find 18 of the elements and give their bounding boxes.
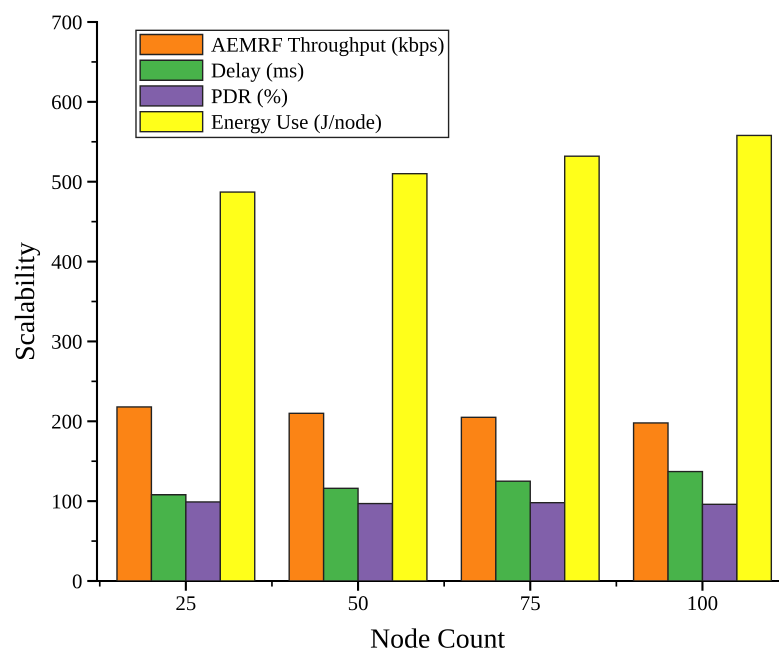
- legend-label: PDR (%): [212, 88, 288, 108]
- x-tick-label: 50: [348, 596, 368, 610]
- y-tick-label: 400: [52, 254, 82, 270]
- y-tick-label: 600: [52, 95, 82, 110]
- y-tick-label: 700: [52, 15, 82, 30]
- y-tick-label: 500: [52, 175, 82, 190]
- y-tick-label: 300: [52, 334, 82, 349]
- x-tick-label: 25: [176, 596, 196, 610]
- legend-label: AEMRF Throughput (kbps): [211, 37, 444, 56]
- y-tick-label: 100: [53, 494, 82, 509]
- x-tick-label: 75: [521, 596, 540, 610]
- x-tick-label: 100: [688, 596, 718, 610]
- y-tick-label: 0: [72, 574, 82, 588]
- y-axis-title: Scalability: [14, 242, 40, 360]
- y-tick-label: 200: [52, 414, 82, 429]
- legend-label: Energy Use (J/node): [212, 114, 381, 134]
- legend-label: Delay (ms): [212, 62, 304, 82]
- x-axis-title: Node Count: [370, 628, 505, 648]
